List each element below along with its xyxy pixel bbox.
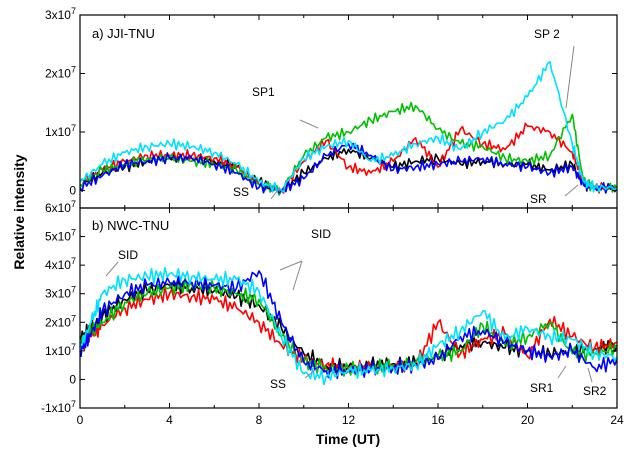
annotation-sr2-arrow [587,367,593,383]
annotation-sid-left: SID [118,248,138,262]
axis-ticks: 01x1072x1073x107-1x10701x1072x1073x1074x… [41,6,624,427]
annotation-ss-b-arrow [304,367,319,379]
panel-a-series-4-line [79,61,618,193]
x-tick-label: 24 [610,413,624,427]
panel-a-y-tick-label: 0 [69,183,76,197]
panel-b-y-tick-label: 2x107 [45,313,76,329]
annotation-sr1-arrow [557,365,567,379]
annotation-ss-a-arrow [270,186,281,200]
y-axis-title: Relative intensity [11,154,27,269]
x-tick-label: 4 [166,413,173,427]
panel-a-plot [79,61,618,196]
annotation-ss-a: SS [233,185,249,199]
panel-b-y-tick-label: 3x107 [45,285,76,301]
panel-b-plot [79,266,618,386]
panel-a-label: a) JJI-TNU [92,26,155,41]
panel-a-series-1-line [79,122,618,194]
panel-a-series-2-line [79,101,618,196]
panel-b-y-tick-label: 5x107 [45,228,76,244]
annotation-sp2-arrow [565,45,575,109]
panel-b-series-2-line [79,277,618,377]
x-tick-label: 20 [521,413,535,427]
panel-a-y-tick-label: 3x107 [45,6,76,22]
annotation-sp1: SP1 [252,85,275,99]
panel-a-frame [79,14,618,209]
annotation-ss-b: SS [270,377,286,391]
annotation-sr-a: SR [530,192,547,206]
panel-a-series-3-line [79,142,618,194]
annotation-sr2: SR2 [583,384,607,398]
panel-b-frame [79,207,618,409]
annotation-sid-left-arrow [105,261,119,277]
panel-b-y-tick-label: 0 [69,372,76,386]
annotation-sid-right-arrow1 [279,260,303,271]
annotation-sid-right-arrow2 [292,260,303,291]
panel-b-y-tick-label: -1x107 [41,399,76,415]
panel-a-y-tick-label: 2x107 [45,64,76,80]
panel-b-series-3-line [79,270,618,380]
panel-b-label: b) NWC-TNU [92,218,169,233]
annotation-sp2: SP 2 [534,27,560,41]
annotation-sid-right: SID [311,227,331,241]
panel-b-y-tick-label: 6x107 [45,199,76,215]
panel-a-y-tick-label: 1x107 [45,123,76,139]
annotation-sr1: SR1 [530,381,554,395]
x-tick-label: 16 [431,413,445,427]
x-tick-label: 12 [342,413,356,427]
panel-b-series-4-line [79,266,618,386]
x-axis-title: Time (UT) [316,431,380,447]
x-tick-label: 8 [256,413,263,427]
x-tick-label: 0 [77,413,84,427]
annotation-sp1-arrow [299,119,319,129]
panel-b-y-tick-label: 4x107 [45,256,76,272]
panel-b-y-tick-label: 1x107 [45,342,76,358]
annotation-sr-a-arrow [564,184,579,197]
